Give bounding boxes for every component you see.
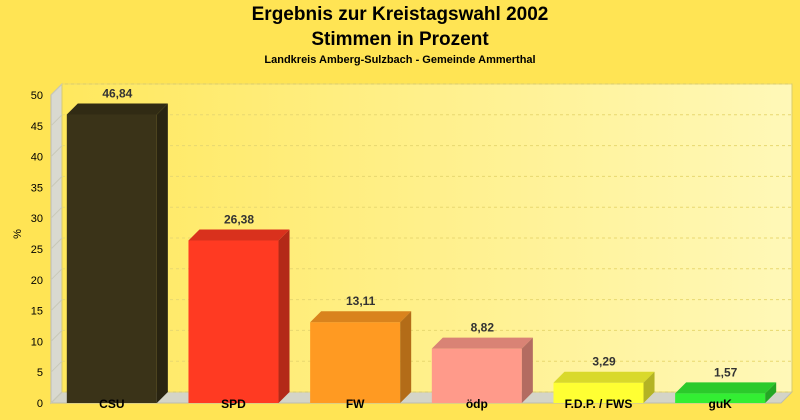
bar-F.D.P. / FWS (553, 382, 644, 403)
bar-top (188, 229, 290, 241)
y-tick-label: 0 (37, 398, 43, 410)
y-tick-label: 15 (31, 306, 43, 318)
y-tick-label: 40 (31, 152, 43, 164)
gridline-side (50, 83, 63, 96)
data-label: 46,84 (102, 86, 132, 100)
chart-subtitle: Stimmen in Prozent (311, 29, 489, 50)
bar-side (643, 371, 655, 403)
bar-side (278, 229, 290, 403)
bar-CSU (66, 114, 157, 403)
data-label: 26,38 (224, 212, 254, 226)
gridline-side (50, 299, 63, 311)
bar-SPD (188, 240, 279, 403)
x-tick-label: SPD (221, 397, 246, 411)
data-label: 13,11 (346, 294, 376, 308)
y-tick-label: 45 (31, 121, 43, 133)
bar-top (675, 382, 777, 394)
x-axis-labels: CSU SPD FW ödp F.D.P. / FWS guK (99, 397, 732, 411)
y-axis-label: % (12, 229, 24, 239)
bar-side (156, 103, 168, 403)
x-tick-label: F.D.P. / FWS (565, 397, 633, 411)
bars: 46,84 26,38 13,11 8,82 3,29 1,57 (66, 86, 777, 403)
gridline-side (50, 391, 63, 404)
x-tick-label: CSU (99, 397, 124, 411)
bar-side (521, 337, 533, 403)
bar-top (66, 103, 168, 115)
data-label: 3,29 (592, 355, 616, 369)
x-tick-label: FW (346, 397, 365, 411)
chart-caption: Landkreis Amberg-Sulzbach - Gemeinde Amm… (264, 54, 536, 66)
gridline-side (50, 330, 63, 342)
y-tick-label: 50 (31, 90, 43, 102)
chart-title: Ergebnis zur Kreistagswahl 2002 (251, 4, 549, 25)
gridline-side (50, 206, 63, 219)
bar-top (310, 311, 412, 323)
y-tick-label: 20 (31, 275, 43, 287)
bar-top (431, 337, 533, 349)
bar-side (400, 311, 412, 403)
data-label: 8,82 (471, 321, 495, 335)
y-tick-label: 35 (31, 182, 43, 194)
bar-ödp (431, 348, 522, 403)
gridline-side (50, 360, 63, 373)
gridlines (50, 83, 792, 404)
y-axis-ticks: 0 5 10 15 20 25 30 35 40 45 50 (31, 90, 43, 410)
gridline-side (50, 145, 63, 157)
y-tick-label: 10 (31, 336, 43, 348)
bar-top (553, 371, 655, 383)
gridline-side (50, 176, 63, 188)
bar-side (765, 382, 777, 403)
gridline-side (50, 237, 63, 250)
y-tick-label: 5 (37, 367, 43, 379)
y-tick-label: 25 (31, 244, 43, 256)
bar-guK (675, 393, 766, 403)
y-tick-label: 30 (31, 213, 43, 225)
x-tick-label: guK (709, 397, 733, 411)
data-label: 1,57 (714, 365, 738, 379)
gridline-side (50, 114, 63, 127)
gridline-side (50, 268, 63, 281)
bar-FW (310, 322, 401, 403)
x-tick-label: ödp (466, 397, 488, 411)
